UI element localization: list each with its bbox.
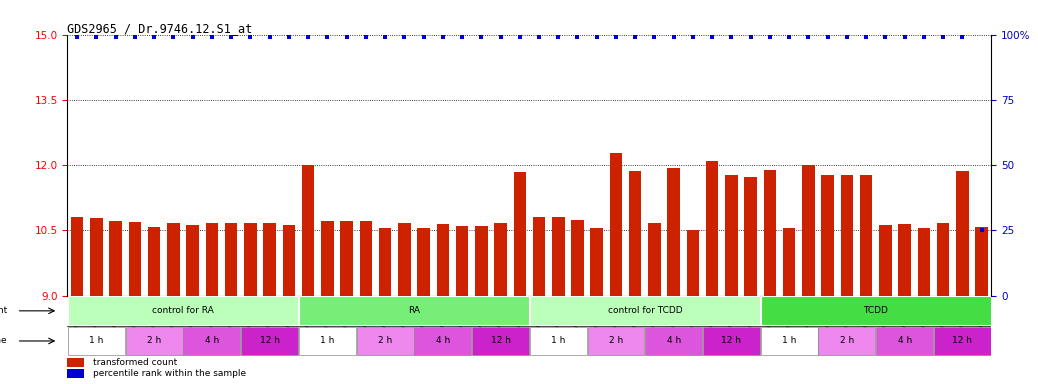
Bar	[876, 326, 933, 356]
Bar	[302, 165, 315, 296]
Bar	[629, 171, 641, 296]
Text: GDS2965 / Dr.9746.12.S1_at: GDS2965 / Dr.9746.12.S1_at	[67, 22, 252, 35]
Bar	[359, 221, 372, 296]
Bar	[437, 224, 449, 296]
Bar	[956, 171, 968, 296]
Text: transformed count: transformed count	[93, 358, 177, 367]
Text: 2 h: 2 h	[609, 336, 623, 346]
Bar	[456, 226, 468, 296]
Bar	[687, 230, 700, 296]
Bar	[356, 326, 413, 356]
Text: 4 h: 4 h	[898, 336, 911, 346]
Bar	[379, 228, 391, 296]
Bar	[744, 177, 757, 296]
Text: time: time	[0, 336, 7, 346]
Bar	[472, 326, 529, 356]
Bar	[225, 223, 238, 296]
Bar	[282, 225, 295, 296]
Bar	[414, 326, 471, 356]
Bar	[299, 296, 529, 325]
Bar	[186, 225, 199, 296]
Text: agent: agent	[0, 306, 7, 315]
Bar	[818, 326, 875, 356]
Bar	[264, 223, 276, 296]
Bar	[667, 168, 680, 296]
Bar	[340, 221, 353, 296]
Text: 1 h: 1 h	[89, 336, 104, 346]
Text: RA: RA	[408, 306, 420, 315]
Bar	[147, 227, 160, 296]
Bar	[879, 225, 892, 296]
Bar	[299, 326, 356, 356]
Bar	[529, 326, 586, 356]
Text: 4 h: 4 h	[666, 336, 681, 346]
Text: 2 h: 2 h	[840, 336, 854, 346]
Text: 12 h: 12 h	[491, 336, 511, 346]
Bar	[241, 326, 298, 356]
Bar	[706, 161, 718, 296]
Bar	[129, 222, 141, 296]
Bar	[206, 223, 218, 296]
Text: 2 h: 2 h	[378, 336, 392, 346]
Text: 4 h: 4 h	[204, 336, 219, 346]
Bar	[244, 223, 256, 296]
Bar	[167, 223, 180, 296]
Bar	[67, 369, 84, 378]
Bar	[494, 223, 507, 296]
Bar	[90, 218, 103, 296]
Text: 1 h: 1 h	[320, 336, 334, 346]
Bar	[514, 172, 526, 296]
Bar	[529, 296, 760, 325]
Bar	[841, 175, 853, 296]
Bar	[109, 221, 121, 296]
Bar	[71, 217, 83, 296]
Bar	[726, 175, 738, 296]
Bar	[321, 221, 333, 296]
Text: control for TCDD: control for TCDD	[607, 306, 682, 315]
Bar	[398, 223, 411, 296]
Bar	[571, 220, 583, 296]
Bar	[646, 326, 703, 356]
Text: 2 h: 2 h	[147, 336, 161, 346]
Bar	[67, 358, 84, 367]
Text: control for RA: control for RA	[153, 306, 214, 315]
Bar	[552, 217, 565, 296]
Bar	[417, 228, 430, 296]
Bar	[821, 175, 834, 296]
Bar	[761, 296, 991, 325]
Bar	[184, 326, 241, 356]
Bar	[934, 326, 991, 356]
Bar	[764, 169, 776, 296]
Bar	[802, 165, 815, 296]
Text: percentile rank within the sample: percentile rank within the sample	[93, 369, 246, 378]
Bar	[918, 228, 930, 296]
Bar	[761, 326, 818, 356]
Bar	[475, 226, 488, 296]
Bar	[976, 227, 988, 296]
Bar	[126, 326, 183, 356]
Bar	[703, 326, 760, 356]
Bar	[648, 223, 661, 296]
Bar	[67, 326, 125, 356]
Text: 1 h: 1 h	[551, 336, 566, 346]
Text: 12 h: 12 h	[721, 336, 741, 346]
Text: 1 h: 1 h	[782, 336, 796, 346]
Bar	[899, 224, 911, 296]
Text: 12 h: 12 h	[953, 336, 973, 346]
Text: 4 h: 4 h	[436, 336, 449, 346]
Bar	[859, 175, 873, 296]
Bar	[67, 296, 298, 325]
Bar	[591, 228, 603, 296]
Text: 12 h: 12 h	[260, 336, 279, 346]
Bar	[532, 217, 545, 296]
Bar	[588, 326, 645, 356]
Bar	[609, 153, 622, 296]
Bar	[937, 223, 950, 296]
Bar	[783, 228, 795, 296]
Text: TCDD: TCDD	[864, 306, 889, 315]
